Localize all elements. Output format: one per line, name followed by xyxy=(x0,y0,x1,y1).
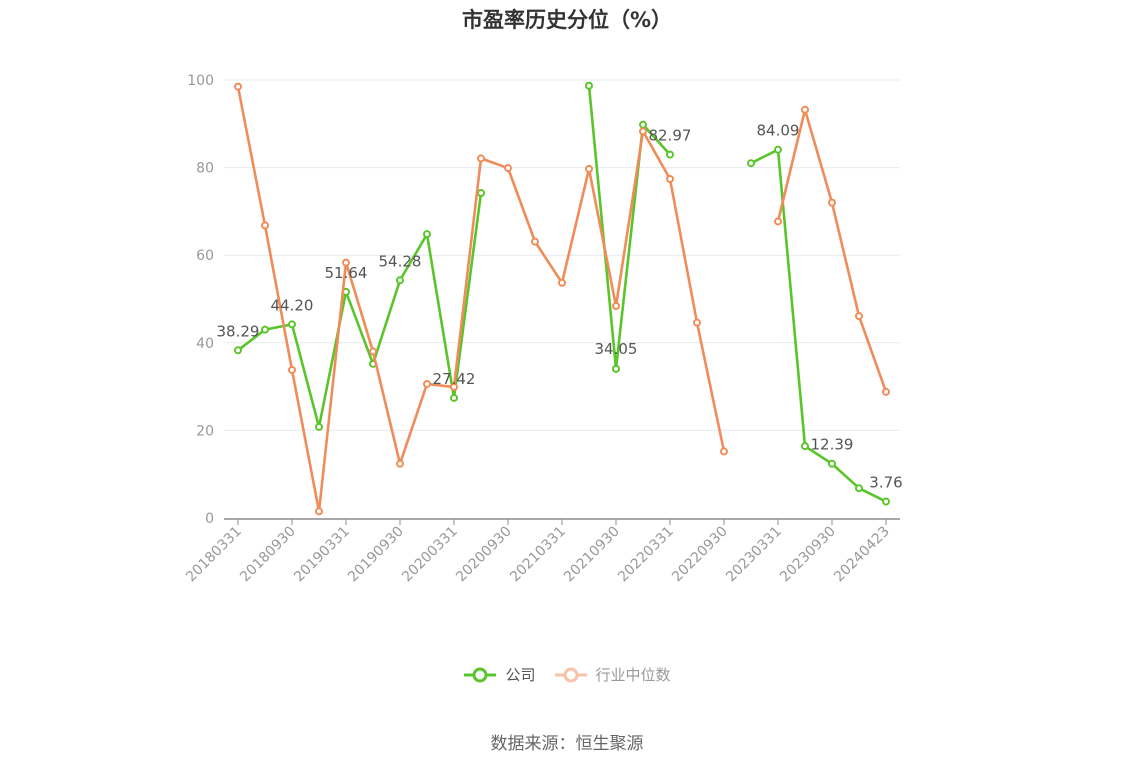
y-tick-label: 20 xyxy=(196,423,214,439)
series-line xyxy=(237,192,483,429)
y-tick-label: 40 xyxy=(196,336,214,352)
x-tick-label: 20200331 xyxy=(399,524,461,586)
data-point[interactable] xyxy=(396,459,404,468)
data-point[interactable] xyxy=(288,320,296,329)
legend-item-company[interactable]: 公司 xyxy=(463,664,536,685)
data-point[interactable] xyxy=(855,312,863,321)
series-line xyxy=(776,108,888,393)
data-point[interactable] xyxy=(801,442,809,451)
data-point[interactable] xyxy=(261,325,269,334)
data-point[interactable] xyxy=(855,484,863,493)
x-tick-label: 20230331 xyxy=(723,524,785,586)
data-point[interactable] xyxy=(234,82,242,91)
data-point[interactable] xyxy=(450,393,458,402)
data-label: 82.97 xyxy=(649,127,692,145)
data-point[interactable] xyxy=(315,507,323,516)
data-label: 3.76 xyxy=(869,474,902,492)
data-point[interactable] xyxy=(612,302,620,311)
data-point[interactable] xyxy=(369,347,377,356)
legend-item-industry-median[interactable]: 行业中位数 xyxy=(554,664,671,685)
x-tick-label: 20180331 xyxy=(183,524,245,586)
legend-industry-label: 行业中位数 xyxy=(595,666,671,684)
data-point[interactable] xyxy=(585,164,593,173)
data-point[interactable] xyxy=(396,276,404,285)
series-line xyxy=(587,85,671,371)
data-point[interactable] xyxy=(774,217,782,226)
data-point[interactable] xyxy=(234,346,242,355)
data-point[interactable] xyxy=(315,422,323,431)
data-point[interactable] xyxy=(666,174,674,183)
x-tick-label: 20200930 xyxy=(453,524,515,586)
data-label: 12.39 xyxy=(811,436,854,454)
x-tick-label: 20210331 xyxy=(507,524,569,586)
data-point[interactable] xyxy=(882,387,890,396)
x-tick-label: 20220331 xyxy=(615,524,677,586)
chart-title: 市盈率历史分位（%） xyxy=(461,8,673,32)
series-industry-median xyxy=(234,82,890,516)
data-point[interactable] xyxy=(342,258,350,267)
data-point[interactable] xyxy=(720,447,728,456)
x-tick-label: 20230930 xyxy=(777,524,839,586)
data-point[interactable] xyxy=(639,127,647,136)
data-label: 38.29 xyxy=(217,322,260,340)
data-point[interactable] xyxy=(747,159,755,168)
data-point[interactable] xyxy=(666,150,674,159)
x-tick-label: 20210930 xyxy=(561,524,623,586)
y-tick-label: 100 xyxy=(187,73,214,89)
data-label: 27.42 xyxy=(433,370,476,388)
source-note: 数据来源：恒生聚源 xyxy=(490,734,644,754)
legend-company-label: 公司 xyxy=(505,666,536,684)
x-tick-label: 20180930 xyxy=(237,524,299,586)
series-company xyxy=(234,81,890,506)
data-point[interactable] xyxy=(612,364,620,373)
data-point[interactable] xyxy=(531,237,539,246)
y-tick-label: 60 xyxy=(196,248,214,264)
data-point[interactable] xyxy=(639,120,647,129)
data-point[interactable] xyxy=(450,383,458,392)
y-tick-label: 80 xyxy=(196,161,214,177)
data-point[interactable] xyxy=(774,145,782,154)
legend-company-marker-icon xyxy=(464,667,497,682)
data-point[interactable] xyxy=(477,154,485,163)
data-label: 84.09 xyxy=(757,122,800,140)
series-lines xyxy=(234,81,890,516)
x-tick-label: 20240423 xyxy=(831,524,893,586)
data-label: 44.20 xyxy=(271,296,314,314)
data-point[interactable] xyxy=(693,318,701,327)
x-tick-label: 20190930 xyxy=(345,524,407,586)
x-tick-label: 20220930 xyxy=(669,524,731,586)
data-labels: 38.29 44.20 51.64 54.28 27.42 34.05 82.97 84.09… xyxy=(217,122,903,492)
data-point[interactable] xyxy=(423,230,431,239)
data-point[interactable] xyxy=(828,198,836,207)
y-tick-label: 0 xyxy=(205,511,214,527)
data-point[interactable] xyxy=(558,278,566,287)
data-point[interactable] xyxy=(801,105,809,114)
data-label: 51.64 xyxy=(325,264,368,282)
x-tick-label: 20190331 xyxy=(291,524,353,586)
data-point[interactable] xyxy=(423,379,431,388)
data-point[interactable] xyxy=(585,81,593,90)
data-point[interactable] xyxy=(504,164,512,173)
data-point[interactable] xyxy=(882,497,890,506)
data-point[interactable] xyxy=(288,365,296,374)
data-label: 34.05 xyxy=(595,340,638,358)
data-label: 54.28 xyxy=(379,252,422,270)
series-line xyxy=(750,148,887,503)
axes: 0 20 40 60 80 100 2018033120180930201903312019… xyxy=(183,73,900,585)
data-point[interactable] xyxy=(477,189,485,198)
legend-industry-marker-icon xyxy=(554,667,587,682)
legend: 公司 行业中位数 xyxy=(0,664,1134,685)
data-point[interactable] xyxy=(828,459,836,468)
data-point[interactable] xyxy=(261,221,269,230)
